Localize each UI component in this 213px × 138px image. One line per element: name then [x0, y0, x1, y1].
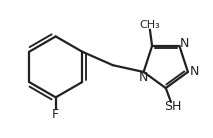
Text: N: N — [190, 65, 199, 79]
Text: N: N — [180, 37, 190, 50]
Text: N: N — [138, 71, 148, 84]
Text: CH₃: CH₃ — [140, 20, 160, 30]
Text: SH: SH — [164, 100, 182, 113]
Text: F: F — [52, 108, 59, 121]
